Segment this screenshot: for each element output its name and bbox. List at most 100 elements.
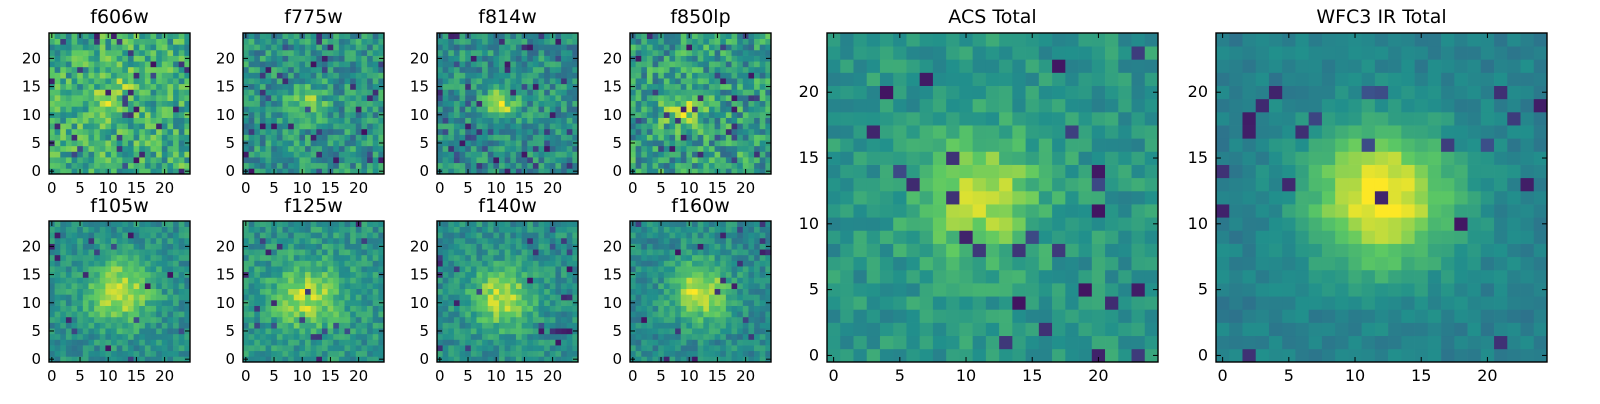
heatmap-cell: [692, 56, 698, 62]
heatmap-cell: [151, 311, 157, 317]
heatmap-cell: [94, 56, 100, 62]
heatmap-cell: [488, 227, 494, 233]
heatmap-cell: [167, 72, 173, 78]
heatmap-cell: [266, 300, 272, 306]
heatmap-cell: [367, 67, 373, 73]
heatmap-cell: [488, 146, 494, 152]
heatmap-cell: [555, 227, 561, 233]
heatmap-cell: [111, 289, 117, 295]
heatmap-cell: [316, 317, 322, 323]
heatmap-cell: [266, 84, 272, 90]
heatmap-cell: [145, 84, 151, 90]
heatmap-cell: [83, 221, 89, 227]
heatmap-cell: [709, 272, 715, 278]
heatmap-cell: [156, 95, 162, 101]
heatmap-cell: [328, 311, 334, 317]
heatmap-cell: [122, 129, 128, 135]
heatmap-cell: [675, 140, 681, 146]
heatmap-cell: [443, 44, 449, 50]
heatmap-cell: [333, 323, 339, 329]
heatmap-cell: [527, 112, 533, 118]
heatmap-cell: [100, 289, 106, 295]
heatmap-cell: [715, 39, 721, 45]
heatmap-cell: [117, 221, 123, 227]
heatmap-cell: [720, 294, 726, 300]
heatmap-cell: [510, 294, 516, 300]
heatmap-cell: [243, 351, 249, 357]
heatmap-cell: [49, 118, 55, 124]
heatmap-cell: [60, 123, 66, 129]
heatmap-cell: [476, 95, 482, 101]
heatmap-cell: [88, 260, 94, 266]
heatmap-cell: [271, 146, 277, 152]
heatmap-cell: [675, 306, 681, 312]
heatmap-cell: [533, 101, 539, 107]
heatmap-cell: [167, 163, 173, 169]
heatmap-cell: [243, 238, 249, 244]
heatmap-cell: [748, 84, 754, 90]
heatmap-cell: [732, 140, 738, 146]
heatmap-cell: [550, 300, 556, 306]
heatmap-cell: [162, 129, 168, 135]
heatmap-cell: [117, 72, 123, 78]
heatmap-cell: [254, 232, 260, 238]
heatmap-cell: [715, 106, 721, 112]
y-tick-label: 5: [31, 322, 41, 340]
heatmap-cell: [675, 151, 681, 157]
heatmap-cell: [522, 101, 528, 107]
heatmap-cell: [105, 283, 111, 289]
heatmap-cell: [505, 317, 511, 323]
heatmap-cell: [732, 328, 738, 334]
heatmap-cell: [647, 300, 653, 306]
heatmap-cell: [630, 289, 636, 295]
heatmap-cell: [555, 112, 561, 118]
heatmap-cell: [715, 112, 721, 118]
heatmap-cell: [72, 44, 78, 50]
heatmap-cell: [505, 163, 511, 169]
heatmap-cell: [454, 277, 460, 283]
heatmap-cell: [476, 339, 482, 345]
heatmap-cell: [493, 106, 499, 112]
heatmap-cell: [482, 244, 488, 250]
heatmap-cell: [493, 72, 499, 78]
heatmap-cell: [271, 345, 277, 351]
heatmap-cell: [66, 33, 72, 39]
heatmap-cell: [356, 244, 362, 250]
heatmap-cell: [179, 95, 185, 101]
heatmap-cell: [88, 221, 94, 227]
heatmap-cell: [333, 39, 339, 45]
heatmap-cell: [162, 135, 168, 141]
heatmap-cell: [681, 33, 687, 39]
heatmap-cell: [243, 129, 249, 135]
heatmap-cell: [760, 163, 766, 169]
heatmap-cell: [282, 129, 288, 135]
heatmap-cell: [437, 44, 443, 50]
heatmap-cell: [658, 89, 664, 95]
heatmap-cell: [482, 95, 488, 101]
heatmap-cell: [437, 50, 443, 56]
heatmap-cell: [555, 334, 561, 340]
heatmap-cell: [162, 151, 168, 157]
heatmap-cell: [111, 294, 117, 300]
heatmap-cell: [636, 146, 642, 152]
heatmap-cell: [544, 50, 550, 56]
heatmap-cell: [243, 146, 249, 152]
heatmap-cell: [55, 72, 61, 78]
heatmap-cell: [760, 39, 766, 45]
heatmap-cell: [726, 323, 732, 329]
heatmap-cell: [675, 328, 681, 334]
heatmap-cell: [698, 272, 704, 278]
heatmap-cell: [743, 89, 749, 95]
heatmap-cell: [94, 50, 100, 56]
heatmap-cell: [471, 89, 477, 95]
heatmap-cell: [482, 135, 488, 141]
heatmap-cell: [664, 84, 670, 90]
heatmap-cell: [151, 283, 157, 289]
heatmap-cell: [754, 67, 760, 73]
y-tick-label: 15: [22, 78, 41, 96]
heatmap-cell: [333, 135, 339, 141]
heatmap-cell: [117, 323, 123, 329]
heatmap-cell: [294, 323, 300, 329]
heatmap-cell: [139, 345, 145, 351]
